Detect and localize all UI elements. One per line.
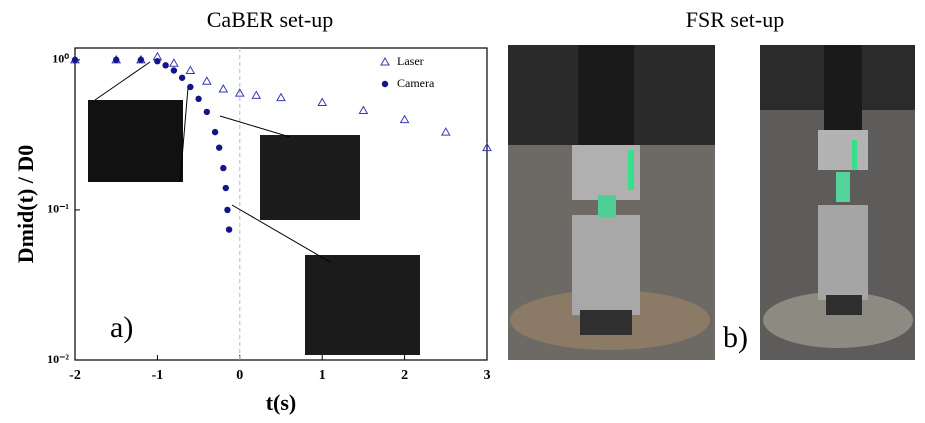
photo-right: [760, 45, 915, 360]
panel-title: CaBER set-up: [207, 7, 334, 32]
marker-circle: [179, 75, 185, 81]
chart: -2 -1 0 1 2 3 10⁰ 10⁻¹ 10⁻² t(s) Dmid(t) / D0 Laser…: [13, 48, 491, 415]
x-tick-label: 0: [236, 368, 243, 383]
x-tick-label: -1: [152, 368, 164, 383]
marker-circle: [226, 226, 232, 232]
y-tick-label: 10⁰: [52, 52, 69, 66]
x-axis-label: t(s): [266, 390, 297, 415]
panel-label: a): [110, 311, 133, 344]
legend-marker: [381, 58, 389, 65]
panel-label: b): [723, 321, 748, 354]
marker-triangle: [219, 85, 227, 92]
marker-circle: [171, 67, 177, 73]
marker-circle: [223, 185, 229, 191]
marker-circle: [212, 129, 218, 135]
marker-triangle: [170, 59, 178, 66]
marker-circle: [204, 109, 210, 115]
legend-marker: [382, 81, 388, 87]
legend-label: Laser: [397, 54, 424, 68]
figure: CaBER set-up FSR set-up -2 -1 0 1 2 3 10⁰ 10⁻¹ 1…: [0, 0, 925, 423]
x-tick-label: 3: [484, 368, 491, 383]
marker-triangle: [401, 116, 409, 123]
marker-triangle: [318, 98, 326, 105]
y-tick-label: 10⁻²: [47, 352, 69, 366]
marker-circle: [216, 144, 222, 150]
marker-circle: [195, 96, 201, 102]
marker-triangle: [252, 91, 260, 98]
marker-triangle: [442, 128, 450, 135]
marker-triangle: [203, 77, 211, 84]
marker-triangle: [359, 106, 367, 113]
marker-triangle: [186, 66, 194, 73]
marker-circle: [154, 58, 160, 64]
marker-circle: [138, 57, 144, 63]
legend-label: Camera: [397, 76, 435, 90]
x-tick-label: -2: [69, 368, 81, 383]
photo-left: [508, 45, 715, 360]
marker-circle: [220, 165, 226, 171]
insets: [88, 62, 420, 355]
y-tick-label: 10⁻¹: [47, 202, 69, 216]
x-tick-label: 2: [401, 368, 408, 383]
marker-circle: [162, 62, 168, 68]
marker-circle: [113, 57, 119, 63]
y-axis-label: Dmid(t) / D0: [13, 145, 38, 264]
marker-circle: [72, 57, 78, 63]
x-tick-label: 1: [319, 368, 326, 383]
marker-circle: [224, 207, 230, 213]
marker-triangle: [277, 94, 285, 101]
panel-title: FSR set-up: [686, 7, 784, 32]
